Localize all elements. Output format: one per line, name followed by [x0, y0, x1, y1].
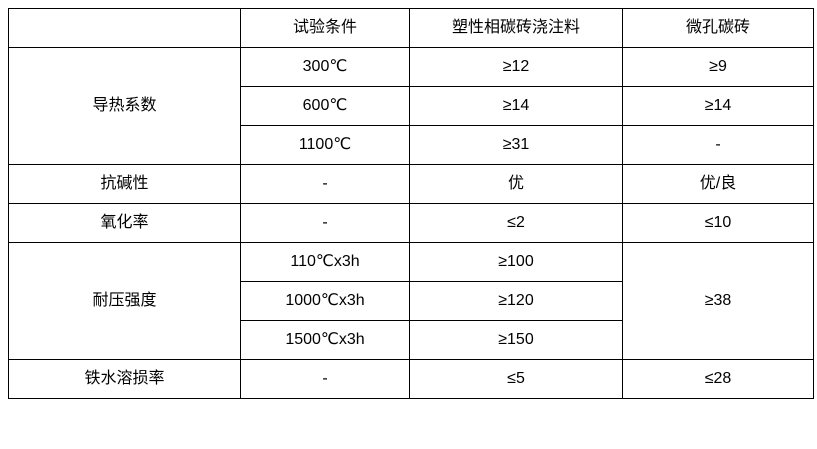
cell-micro-value: ≥14: [622, 86, 814, 126]
cell-condition: 110℃x3h: [240, 242, 410, 282]
table-row: 氧化率 - ≤2 ≤10: [8, 203, 814, 243]
cell-property-oxidation-rate: 氧化率: [8, 203, 241, 243]
cell-condition: -: [240, 359, 410, 399]
table-row: 导热系数 300℃ ≥12 ≥9: [8, 47, 814, 165]
cell-condition: 600℃: [240, 86, 410, 126]
spec-table-container: 试验条件 塑性相碳砖浇注料 微孔碳砖 导热系数 300℃ ≥12 ≥9 600℃…: [8, 8, 814, 399]
cell-property-alkali-resistance: 抗碱性: [8, 164, 241, 204]
cell-property-compressive-strength: 耐压强度: [8, 242, 241, 360]
cell-property-thermal-conductivity: 导热系数: [8, 47, 241, 165]
cell-plastic-value: ≥150: [409, 320, 623, 360]
header-condition: 试验条件: [240, 8, 410, 48]
cell-plastic-value: ≥120: [409, 281, 623, 321]
header-plastic-carbon-castable: 塑性相碳砖浇注料: [409, 8, 623, 48]
cell-micro-value: ≥38: [622, 242, 814, 360]
table-row: 1000℃x3h ≥120: [9, 281, 814, 321]
cell-condition: 300℃: [240, 47, 410, 87]
table-row: 600℃ ≥14 ≥14: [9, 86, 814, 126]
spec-table: 试验条件 塑性相碳砖浇注料 微孔碳砖 导热系数 300℃ ≥12 ≥9 600℃…: [8, 8, 814, 399]
table-row: 1100℃ ≥31 -: [9, 125, 814, 165]
table-row: 抗碱性 - 优 优/良: [8, 164, 814, 204]
cell-condition: 1000℃x3h: [240, 281, 410, 321]
cell-plastic-value: ≤5: [409, 359, 623, 399]
table-header-row: 试验条件 塑性相碳砖浇注料 微孔碳砖: [8, 8, 814, 48]
cell-micro-value: 优/良: [622, 164, 814, 204]
cell-plastic-value: ≥12: [409, 47, 623, 87]
cell-plastic-value: ≥31: [409, 125, 623, 165]
cell-plastic-value: 优: [409, 164, 623, 204]
cell-plastic-value: ≥100: [409, 242, 623, 282]
cell-micro-value: ≥9: [622, 47, 814, 87]
cell-condition: 1100℃: [240, 125, 410, 165]
table-row: 铁水溶损率 - ≤5 ≤28: [8, 359, 814, 399]
cell-condition: -: [240, 203, 410, 243]
header-property: [8, 8, 241, 48]
cell-micro-value: -: [622, 125, 814, 165]
table-row: 耐压强度 110℃x3h ≥100 ≥38: [8, 242, 814, 360]
cell-condition: -: [240, 164, 410, 204]
cell-condition: 1500℃x3h: [240, 320, 410, 360]
table-row: 1500℃x3h ≥150: [9, 320, 814, 360]
cell-property-molten-iron-erosion-rate: 铁水溶损率: [8, 359, 241, 399]
cell-micro-value: ≤28: [622, 359, 814, 399]
cell-plastic-value: ≥14: [409, 86, 623, 126]
cell-micro-value: ≤10: [622, 203, 814, 243]
header-microporous-carbon-brick: 微孔碳砖: [622, 8, 814, 48]
cell-plastic-value: ≤2: [409, 203, 623, 243]
